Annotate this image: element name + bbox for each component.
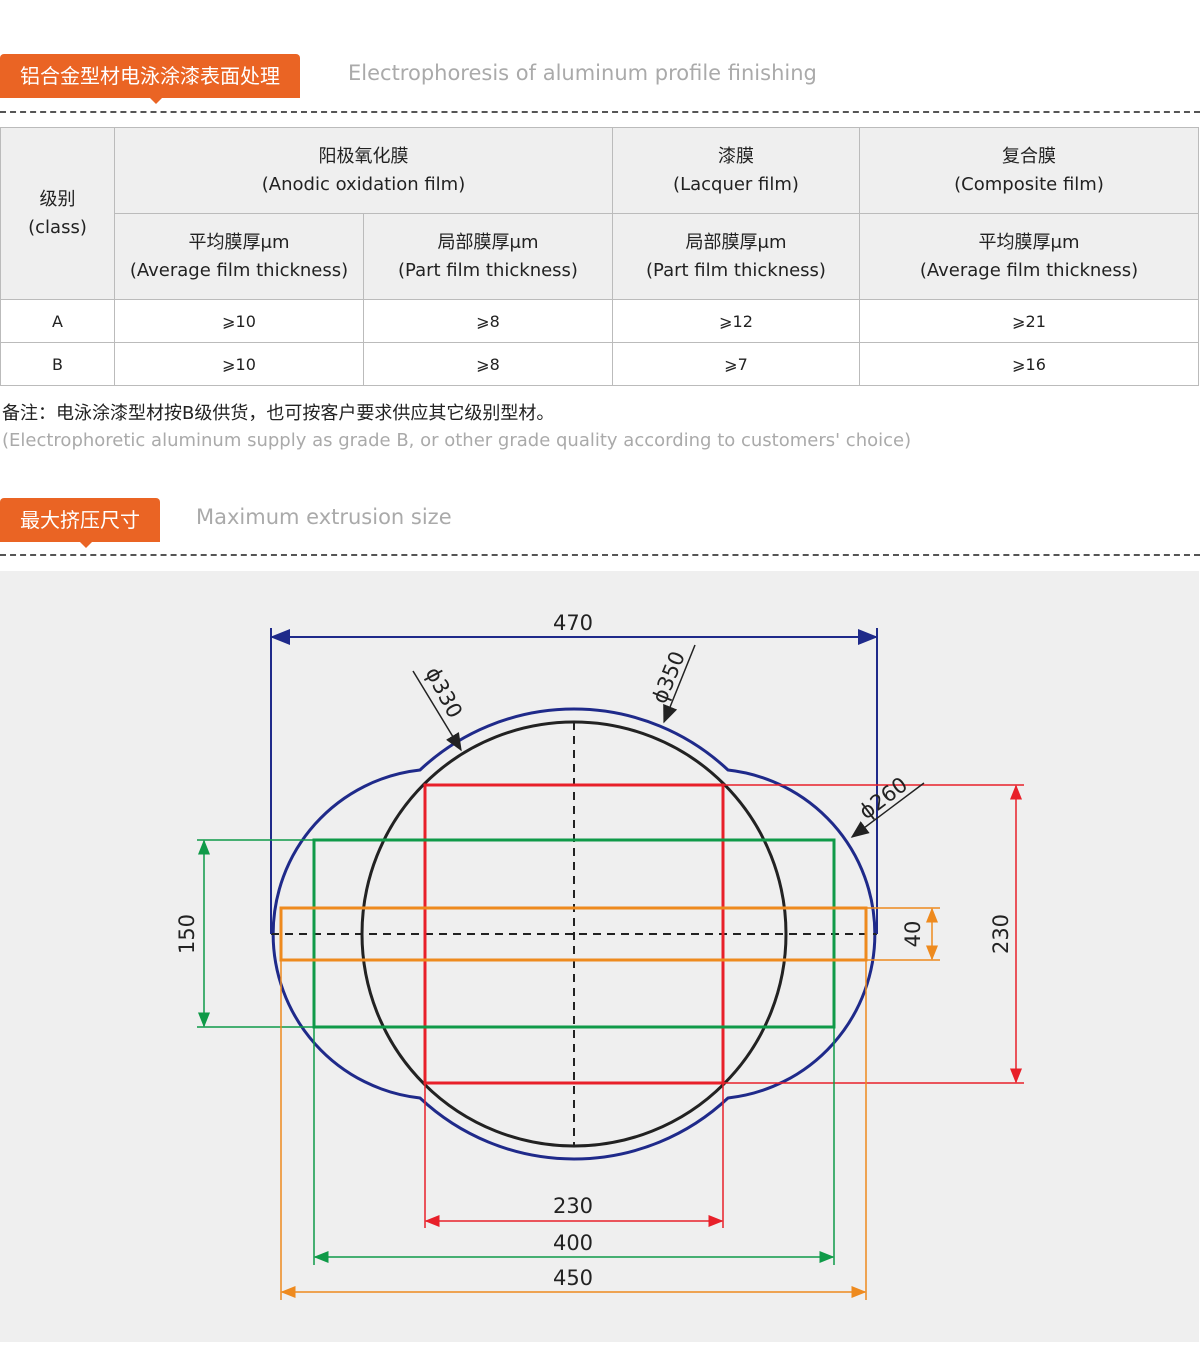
dim-450: 450: [553, 1266, 593, 1290]
dim-400: 400: [553, 1231, 593, 1255]
subheader: 平均膜厚μm (Average film thickness): [859, 213, 1199, 300]
dim-d350: ϕ350: [647, 648, 689, 707]
subheader: 平均膜厚μm (Average film thickness): [114, 213, 364, 300]
subheader: 局部膜厚μm (Part film thickness): [612, 213, 860, 300]
divider: [0, 554, 1200, 556]
header-composite: 复合膜 (Composite film): [859, 127, 1199, 214]
section-tag-finishing: 铝合金型材电泳涂漆表面处理: [0, 54, 300, 104]
table-row: B ⩾10 ⩾8 ⩾7 ⩾16: [0, 342, 1199, 386]
extrusion-diagram: 470 ϕ330 ϕ350 ϕ260 150 40 230 230 400 45…: [0, 571, 1199, 1342]
dim-40: 40: [901, 921, 925, 948]
section-subtitle-extrusion: Maximum extrusion size: [196, 505, 452, 529]
film-thickness-table: 级别 (class) 阳极氧化膜 (Anodic oxidation film) 漆…: [0, 127, 1199, 386]
orange-rect: [279, 906, 868, 962]
dim-d330: ϕ330: [421, 663, 468, 722]
divider: [0, 111, 1200, 113]
dim-230: 230: [553, 1194, 593, 1218]
table-row: A ⩾10 ⩾8 ⩾12 ⩾21: [0, 299, 1199, 343]
dim-470: 470: [553, 611, 593, 635]
outer-profile-outline: [271, 707, 877, 1161]
note-en: (Electrophoretic aluminum supply as grad…: [2, 430, 912, 451]
red-rect: [423, 783, 725, 1085]
note-cn: 备注：电泳涂漆型材按B级供货，也可按客户要求供应其它级别型材。: [2, 403, 555, 424]
header-lacquer: 漆膜 (Lacquer film): [612, 127, 860, 214]
header-anodic: 阳极氧化膜 (Anodic oxidation film): [114, 127, 613, 214]
green-rect: [312, 838, 836, 1029]
header-class: 级别 (class): [0, 127, 115, 300]
section-tag-extrusion: 最大挤压尺寸: [0, 498, 160, 548]
dim-150: 150: [175, 914, 199, 954]
dim-230-vertical: 230: [989, 914, 1013, 954]
subheader: 局部膜厚μm (Part film thickness): [363, 213, 613, 300]
section-subtitle-finishing: Electrophoresis of aluminum profile fini…: [348, 61, 817, 85]
